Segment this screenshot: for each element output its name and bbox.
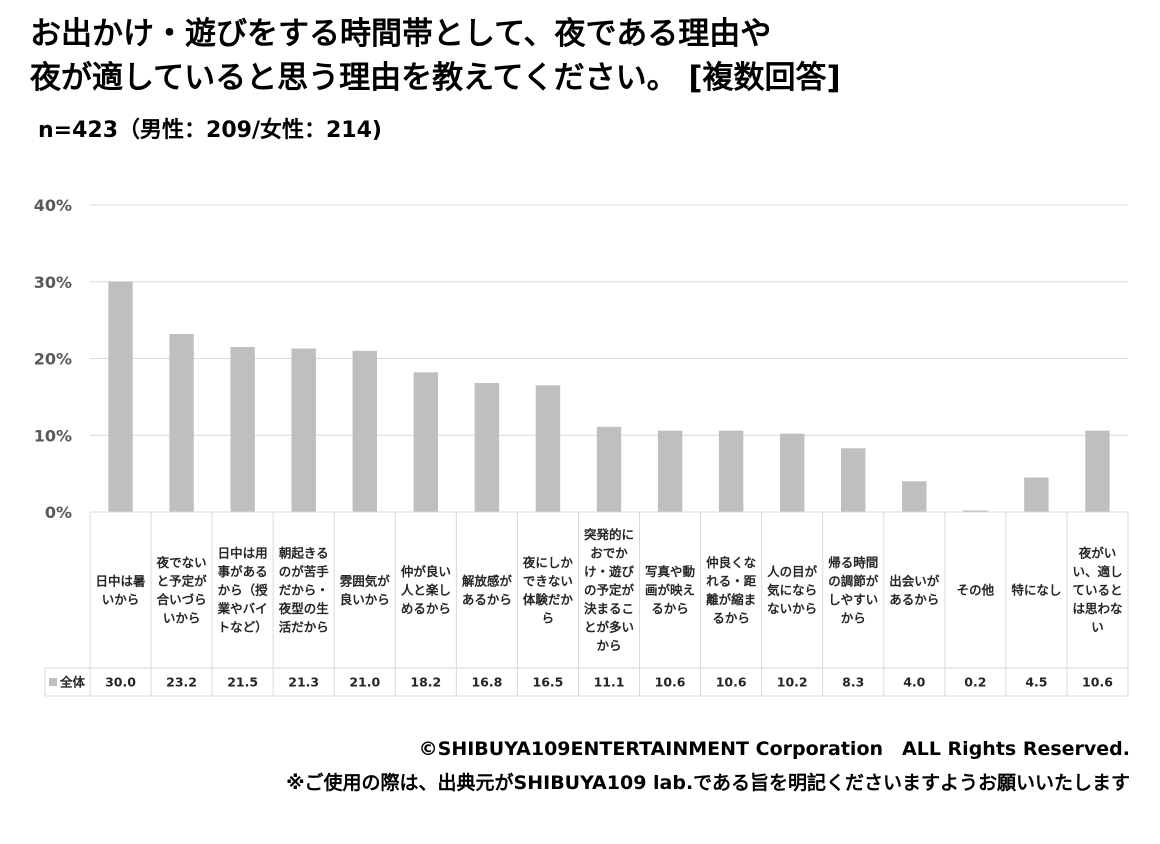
x-category-label: 夜にしかできない体験だから — [522, 555, 574, 626]
x-category-label: 写真や動画が映えるから — [645, 564, 695, 616]
y-tick-label: 10% — [34, 426, 72, 445]
data-value-label: 10.6 — [1082, 675, 1113, 690]
x-category-label: 日中は用事があるから（授業やバイトなど） — [217, 546, 269, 635]
chart-subtitle: n=423（男性：209/女性：214) — [38, 118, 382, 143]
data-value-label: 8.3 — [842, 675, 864, 690]
bar — [902, 481, 927, 512]
bar — [413, 372, 439, 512]
x-category-label: 雰囲気が良いから — [340, 573, 391, 607]
data-value-label: 16.8 — [471, 675, 502, 690]
legend-label: 全体 — [59, 675, 86, 690]
bar — [474, 383, 500, 512]
data-value-label: 21.5 — [227, 675, 258, 690]
x-category-label: 夜でないと予定が合いづらいから — [156, 555, 208, 626]
bar — [169, 333, 194, 512]
bar — [596, 426, 622, 512]
x-category-label: その他 — [957, 583, 995, 598]
data-value-label: 4.0 — [903, 675, 925, 690]
data-value-label: 21.0 — [349, 675, 380, 690]
data-value-label: 10.6 — [716, 675, 747, 690]
bar — [657, 430, 683, 512]
x-category-label: 仲良くなれる・距離が縮まるから — [706, 555, 757, 626]
bar — [1085, 430, 1110, 512]
x-category-label: 仲が良い人と楽しめるから — [401, 564, 451, 616]
x-category-label: 帰る時間の調節がしやすいから — [828, 555, 879, 626]
y-tick-label: 30% — [34, 273, 72, 292]
bar — [108, 281, 133, 512]
legend-swatch — [49, 678, 57, 686]
y-tick-label: 40% — [34, 196, 72, 215]
bar — [291, 348, 316, 512]
bar — [963, 510, 988, 512]
x-category-label: 解放感があるから — [462, 573, 513, 607]
x-category-label: 人の目が気にならないから — [767, 564, 818, 616]
copyright-notice: ©SHIBUYA109ENTERTAINMENT Corporation ALL… — [418, 738, 1130, 760]
data-value-label: 11.1 — [594, 675, 625, 690]
y-tick-label: 0% — [45, 503, 72, 522]
y-tick-label: 20% — [34, 350, 72, 369]
bar — [718, 430, 744, 512]
bar — [230, 346, 255, 512]
chart-title-line2: 夜が適していると思う理由を教えてください。 [複数回答] — [30, 60, 841, 96]
data-value-label: 18.2 — [410, 675, 441, 690]
bar — [535, 385, 561, 512]
data-value-label: 23.2 — [166, 675, 197, 690]
x-category-label: 日中は暑いから — [96, 573, 146, 607]
chart-title: お出かけ・遊びをする時間帯として、夜である理由や 夜が適していると思う理由を教え… — [30, 12, 1130, 100]
bar — [352, 350, 377, 512]
chart-title-line1: お出かけ・遊びをする時間帯として、夜である理由や — [30, 16, 772, 52]
bar — [1024, 477, 1049, 512]
data-value-label: 10.6 — [655, 675, 686, 690]
data-value-label: 30.0 — [105, 675, 136, 690]
data-value-label: 4.5 — [1025, 675, 1047, 690]
x-category-label: 特になし — [1011, 583, 1061, 598]
x-category-label: 突発的におでかけ・遊びの予定が決まることが多いから — [584, 527, 635, 653]
usage-note: ※ご使用の際は、出典元がSHIBUYA109 lab.である旨を明記くださいます… — [286, 772, 1130, 794]
x-category-label: 夜がいい、適しているとは思わない — [1072, 546, 1122, 635]
data-value-label: 16.5 — [533, 675, 564, 690]
bar — [841, 448, 866, 512]
x-category-label: 朝起きるのが苦手だから・夜型の生活だから — [278, 546, 330, 635]
bar — [779, 433, 805, 512]
data-value-label: 0.2 — [964, 675, 986, 690]
data-value-label: 10.2 — [777, 675, 808, 690]
x-category-label: 出会いがあるから — [889, 573, 940, 607]
data-value-label: 21.3 — [288, 675, 319, 690]
